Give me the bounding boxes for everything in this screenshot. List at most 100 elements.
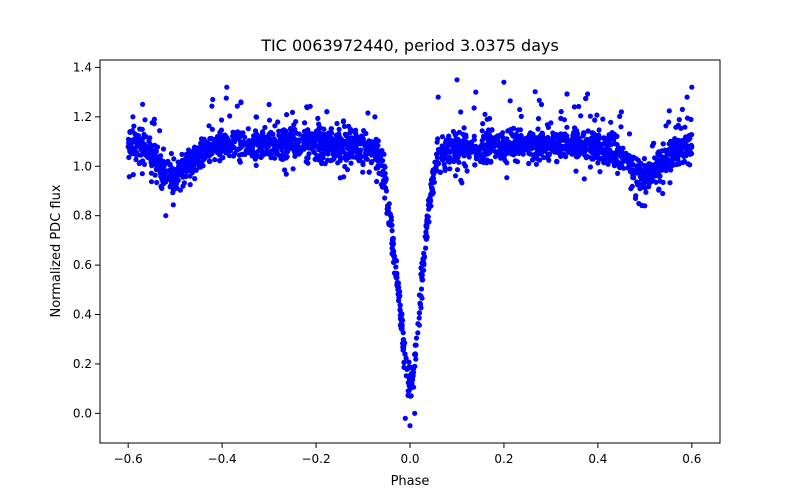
- data-point: [209, 126, 215, 132]
- data-point: [304, 104, 310, 110]
- data-point: [510, 147, 516, 154]
- data-point: [650, 165, 656, 171]
- data-point: [137, 126, 143, 132]
- data-point: [340, 119, 346, 125]
- data-point: [360, 160, 366, 166]
- x-axis-ticks: −0.6 −0.4 −0.2 0.0 0.2 0.4 0.6: [114, 443, 701, 466]
- data-point: [502, 137, 508, 144]
- data-point: [305, 155, 311, 161]
- data-point: [360, 169, 366, 175]
- data-point: [258, 154, 264, 160]
- data-point: [370, 146, 376, 152]
- data-point: [331, 148, 337, 154]
- data-point: [423, 245, 429, 251]
- data-point: [388, 222, 394, 229]
- data-point: [419, 295, 425, 301]
- data-point: [272, 123, 278, 129]
- data-point: [316, 132, 322, 138]
- data-point: [402, 415, 408, 421]
- data-point: [341, 174, 347, 180]
- data-point: [217, 129, 223, 136]
- data-point: [540, 134, 546, 140]
- data-point: [412, 410, 418, 416]
- data-point: [609, 154, 615, 160]
- data-point: [359, 153, 365, 159]
- data-point: [400, 340, 406, 346]
- data-point: [239, 151, 245, 157]
- data-point: [434, 159, 440, 165]
- data-point: [531, 154, 537, 160]
- data-point: [336, 145, 342, 151]
- data-point: [174, 185, 180, 191]
- data-point: [643, 189, 649, 195]
- data-point: [397, 316, 403, 322]
- data-point: [587, 164, 594, 170]
- data-point: [317, 138, 323, 144]
- data-point: [303, 130, 309, 136]
- data-point: [501, 79, 507, 85]
- data-point: [668, 163, 674, 169]
- data-point: [503, 151, 509, 157]
- data-point: [619, 150, 625, 156]
- data-point: [447, 166, 453, 172]
- data-point: [221, 148, 227, 154]
- data-point: [446, 133, 452, 139]
- data-point: [665, 157, 671, 163]
- data-point: [576, 103, 582, 110]
- data-point: [300, 135, 306, 141]
- data-point: [472, 147, 478, 154]
- data-point: [559, 151, 565, 157]
- data-point: [423, 229, 429, 235]
- data-point: [661, 161, 668, 167]
- data-point: [688, 150, 694, 156]
- data-point: [289, 109, 296, 115]
- data-point: [147, 141, 153, 147]
- data-point: [630, 154, 637, 160]
- x-tick-label: −0.6: [114, 452, 143, 466]
- data-point: [142, 117, 148, 123]
- data-point: [550, 142, 556, 148]
- data-point: [209, 103, 215, 109]
- data-point: [403, 355, 409, 361]
- data-point: [573, 168, 579, 174]
- data-point: [461, 132, 468, 138]
- data-point: [372, 114, 378, 120]
- data-point: [126, 154, 132, 161]
- data-point: [666, 108, 672, 114]
- data-point: [405, 388, 411, 394]
- data-point: [360, 135, 366, 141]
- data-point: [383, 175, 389, 181]
- data-point: [209, 150, 215, 157]
- data-point: [133, 139, 139, 145]
- data-point: [541, 154, 547, 161]
- data-point: [160, 167, 166, 173]
- data-point: [151, 116, 157, 122]
- data-point: [239, 140, 245, 146]
- data-point: [149, 163, 155, 169]
- data-point: [369, 159, 375, 165]
- data-point: [361, 128, 367, 134]
- data-point: [614, 141, 620, 148]
- y-tick-label: 0.0: [73, 406, 92, 420]
- data-point: [533, 135, 539, 141]
- data-point: [306, 151, 312, 157]
- data-point: [227, 113, 233, 119]
- data-point: [442, 167, 448, 173]
- data-point: [275, 119, 281, 125]
- data-point: [281, 150, 287, 156]
- data-point: [133, 135, 139, 141]
- data-point: [126, 174, 132, 180]
- data-point: [268, 154, 275, 160]
- data-point: [347, 154, 353, 160]
- data-point: [456, 139, 462, 145]
- data-point: [373, 136, 379, 142]
- data-point: [586, 137, 592, 143]
- data-point: [596, 135, 602, 142]
- data-point: [591, 137, 597, 143]
- data-point: [192, 176, 198, 182]
- data-point: [461, 148, 467, 154]
- data-point: [125, 136, 132, 142]
- data-point: [585, 91, 591, 97]
- data-point: [554, 159, 560, 165]
- data-point: [535, 151, 541, 157]
